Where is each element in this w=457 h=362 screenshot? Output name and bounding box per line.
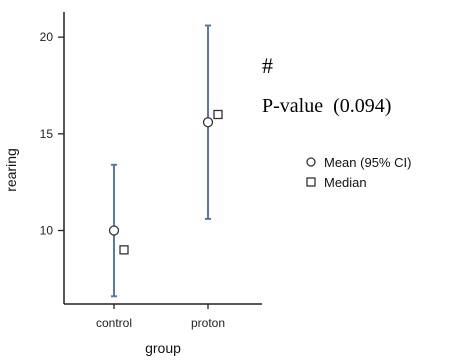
x-ticks: control proton bbox=[96, 304, 225, 330]
annotation-pvalue: P-value (0.094) bbox=[262, 95, 391, 117]
mean-point-proton bbox=[202, 117, 214, 128]
legend-median-label: Median bbox=[324, 175, 367, 190]
median-point-control bbox=[119, 245, 129, 255]
axes bbox=[63, 12, 262, 305]
y-tick-label-20: 20 bbox=[40, 30, 54, 44]
x-tick-label-control: control bbox=[96, 316, 132, 330]
y-tick-label-10: 10 bbox=[40, 224, 54, 238]
x-axis-title: group bbox=[145, 340, 181, 356]
legend: Mean (95% CI) Median bbox=[306, 155, 411, 190]
legend-median-marker bbox=[306, 177, 316, 187]
y-ticks: 10 15 20 bbox=[40, 30, 64, 238]
annotation-hash: # bbox=[262, 53, 273, 78]
legend-mean-label: Mean (95% CI) bbox=[324, 155, 411, 170]
median-point-proton bbox=[213, 109, 223, 120]
error-bars bbox=[111, 24, 211, 298]
y-tick-label-15: 15 bbox=[40, 127, 54, 141]
legend-mean-marker bbox=[306, 157, 316, 167]
mean-point-control bbox=[108, 225, 120, 236]
y-axis-title: rearing bbox=[3, 148, 19, 192]
markers bbox=[108, 109, 223, 255]
x-tick-label-proton: proton bbox=[191, 316, 225, 330]
